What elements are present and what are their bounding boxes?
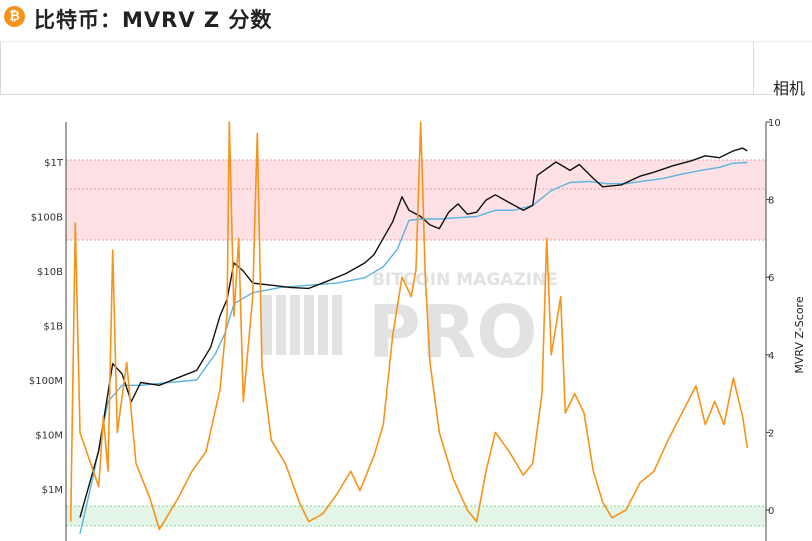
right-tick-label: 4	[768, 351, 774, 362]
right-tick-label: 10	[768, 118, 781, 129]
left-tick-label: $1M	[42, 485, 63, 496]
watermark-line1: BITCOIN MAGAZINE	[372, 270, 558, 290]
page-title: 比特币：MVRV Z 分数	[34, 8, 273, 32]
left-tick-label: $100M	[29, 376, 63, 387]
left-tick-label: $1T	[44, 158, 64, 169]
left-axis-ticks: $1T $100B $10B $1B $100M $10M $1M	[29, 158, 64, 496]
frame-right-border	[753, 42, 754, 95]
overvalued-zone	[66, 160, 766, 240]
left-tick-label: $10B	[37, 267, 63, 278]
frame-left-border	[0, 42, 1, 95]
tab-partial-label[interactable]: 相机	[773, 79, 806, 98]
frame-divider	[0, 94, 773, 95]
left-tick-label: $100B	[31, 213, 63, 224]
bitcoin-icon: ₿	[4, 6, 25, 27]
market-cap-line	[79, 147, 748, 518]
undervalued-zone	[66, 506, 766, 526]
right-tick-label: 2	[768, 428, 774, 439]
watermark: BITCOIN MAGAZINE PRO	[262, 270, 558, 374]
right-axis-ticks: 10 8 6 4 2 0	[766, 118, 781, 517]
watermark-logo-icon	[262, 295, 342, 355]
mvrv-z-score-line	[69, 121, 749, 531]
header-bar: ₿ 比特币：MVRV Z 分数	[0, 0, 812, 42]
watermark-line2: PRO	[368, 290, 537, 374]
left-tick-label: $1B	[43, 322, 63, 333]
right-tick-label: 0	[768, 506, 774, 517]
undervalued-zone-borders	[66, 505, 766, 527]
right-axis-label: MVRV Z-Score	[793, 296, 806, 373]
realized-cap-line	[79, 161, 748, 535]
right-tick-label: 6	[768, 273, 774, 284]
right-tick-label: 8	[768, 196, 774, 207]
left-tick-label: $10M	[35, 431, 63, 442]
series-group	[69, 121, 749, 535]
overvalued-zone-borders	[66, 159, 766, 241]
